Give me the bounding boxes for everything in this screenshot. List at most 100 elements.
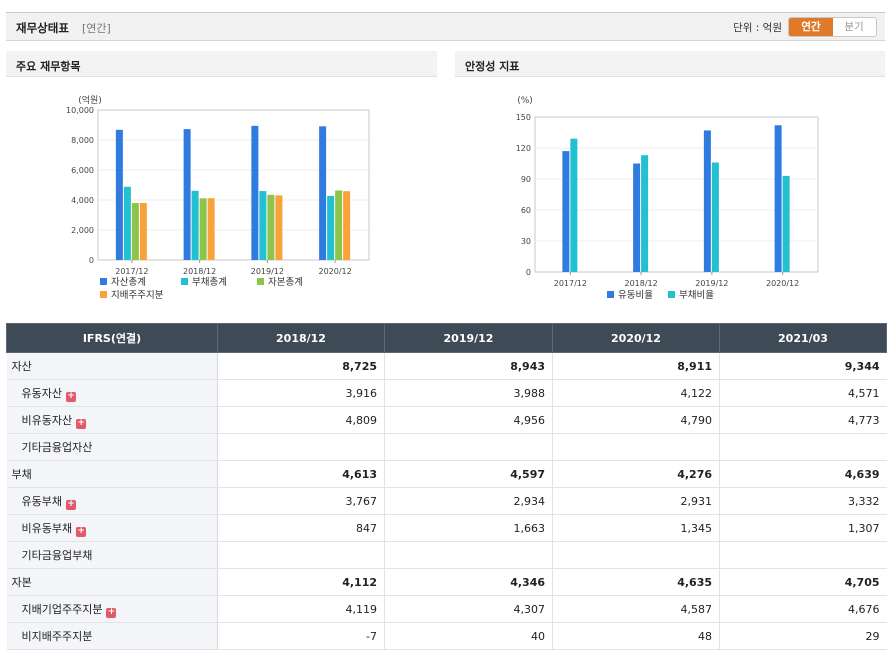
bar-부채총계: [191, 190, 199, 260]
table-cell: 4,773: [719, 406, 887, 434]
left-panel-title: 주요 재무항목: [6, 51, 437, 77]
expand-plus-icon[interactable]: +: [65, 390, 76, 402]
table-cell: 4,307: [384, 595, 553, 623]
table-cell: 1,345: [552, 514, 720, 542]
table-cell: 1,663: [384, 514, 553, 542]
bar-지배주주지분: [275, 195, 283, 260]
annual-button[interactable]: 연간: [789, 18, 833, 36]
table-cell: 4,346: [384, 568, 553, 596]
y-tick-label: 60: [521, 206, 531, 215]
bar-자산총계: [319, 126, 327, 261]
expand-plus-icon[interactable]: +: [65, 498, 76, 510]
table-cell: 8,911: [552, 352, 720, 380]
legend-swatch: [668, 291, 675, 298]
row-label: 유동자산 +: [6, 379, 218, 407]
expand-plus-icon[interactable]: +: [76, 417, 87, 429]
bar-부채총계: [123, 186, 131, 260]
bar-부채비율: [570, 138, 578, 272]
table-cell: 4,276: [552, 460, 720, 488]
table-cell: 4,635: [552, 568, 720, 596]
bar-부채비율: [641, 155, 649, 272]
row-label: 비지배주주지분: [6, 622, 218, 650]
bar-부채총계: [259, 191, 267, 260]
table-row: 지배기업주주지분 +4,119 4,307 4,587 4,676: [6, 595, 887, 623]
plot-area: [534, 116, 819, 273]
table-row: 비지배주주지분 -7 40 48 29: [6, 622, 887, 650]
row-label: 비유동부채 +: [6, 514, 218, 542]
bar-자본총계: [199, 198, 207, 260]
period-header: 2019/12: [384, 323, 553, 353]
row-label-text: 부채: [11, 468, 32, 481]
table-cell: -7: [217, 622, 385, 650]
period-tag: [연간]: [82, 22, 111, 35]
legend-swatch: [257, 278, 264, 285]
table-cell: 9,344: [719, 352, 887, 380]
legend-swatch: [100, 291, 107, 298]
table-cell: 8,725: [217, 352, 385, 380]
row-label: 비유동자산 +: [6, 406, 218, 434]
table-cell: 3,767: [217, 487, 385, 515]
legend-label: 부채비율: [679, 290, 714, 301]
period-toggle: 연간 분기: [788, 17, 877, 37]
bar-부채총계: [327, 195, 335, 260]
section-title: 재무상태표: [16, 21, 69, 35]
table-cell: 4,809: [217, 406, 385, 434]
table-cell: 48: [552, 622, 720, 650]
bar-자산총계: [183, 129, 191, 260]
x-tick-label: 2020/12: [766, 279, 799, 288]
stability-chart: 0 30 60 90 120 150 (%) 2017/12 2018/12 2019/12 202…: [516, 96, 819, 301]
bar-유동비율: [562, 151, 570, 272]
table-cell: 40: [384, 622, 553, 650]
table-cell: 4,587: [552, 595, 720, 623]
row-label-text: 자본: [11, 576, 32, 589]
ifrs-header: IFRS(연결): [6, 323, 218, 353]
table-row: 기타금융업자산: [6, 433, 887, 461]
quarter-button[interactable]: 분기: [844, 21, 864, 33]
balance-sheet-table: IFRS(연결) 2018/12 2019/12 2020/12 2021/03…: [6, 323, 887, 650]
table-cell: [552, 433, 720, 461]
bar-부채비율: [711, 162, 719, 272]
row-label-text: 비유동자산: [21, 413, 73, 427]
y-tick-label: 150: [516, 113, 531, 122]
row-label-text: 비유동부채: [21, 521, 73, 535]
bar-자산총계: [251, 125, 259, 260]
section-header: 재무상태표 [연간] 단위 : 억원 연간 분기: [6, 12, 885, 41]
table-cell: 4,676: [719, 595, 887, 623]
table-cell: [719, 433, 887, 461]
bar-자산총계: [115, 129, 123, 260]
y-axis-label: (%): [517, 96, 533, 106]
row-label: 자본: [6, 568, 218, 596]
table-row: 자본 4,112 4,346 4,635 4,705: [6, 568, 887, 596]
table-row: 부채 4,613 4,597 4,276 4,639: [6, 460, 887, 488]
row-label-text: 지배기업주주지분: [21, 602, 103, 616]
table-cell: 4,112: [217, 568, 385, 596]
table-cell: 3,916: [217, 379, 385, 407]
table-cell: 4,639: [719, 460, 887, 488]
y-tick-label: 30: [521, 237, 531, 246]
row-label: 자산: [6, 352, 218, 380]
x-tick-label: 2018/12: [625, 279, 658, 288]
row-label-text: 비지배주주지분: [21, 630, 93, 643]
bar-부채비율: [782, 175, 790, 272]
table-cell: 4,122: [552, 379, 720, 407]
table-cell: 4,705: [719, 568, 887, 596]
table-cell: 4,597: [384, 460, 553, 488]
legend-label: 자본총계: [268, 276, 303, 288]
table-cell: 4,119: [217, 595, 385, 623]
legend-swatch: [181, 278, 188, 285]
table-row: 비유동부채 +847 1,663 1,345 1,307: [6, 514, 887, 542]
y-tick-label: 2,000: [71, 226, 94, 235]
row-label: 유동부채 +: [6, 487, 218, 515]
table-cell: 4,613: [217, 460, 385, 488]
y-axis-label: (억원): [78, 94, 102, 106]
expand-plus-icon[interactable]: +: [76, 525, 87, 537]
row-label-text: 기타금융업자산: [21, 441, 93, 454]
row-label: 기타금융업부채: [6, 541, 218, 569]
table-cell: 29: [719, 622, 887, 650]
y-tick-label: 4,000: [71, 196, 94, 205]
expand-plus-icon[interactable]: +: [106, 606, 117, 618]
bar-자본총계: [267, 194, 275, 260]
y-tick-label: 90: [521, 175, 531, 184]
table-cell: [719, 541, 887, 569]
financial-items-chart: 0 2,000 4,000 6,000 8,000 10,000(억원) 2017/12 20…: [66, 94, 370, 301]
